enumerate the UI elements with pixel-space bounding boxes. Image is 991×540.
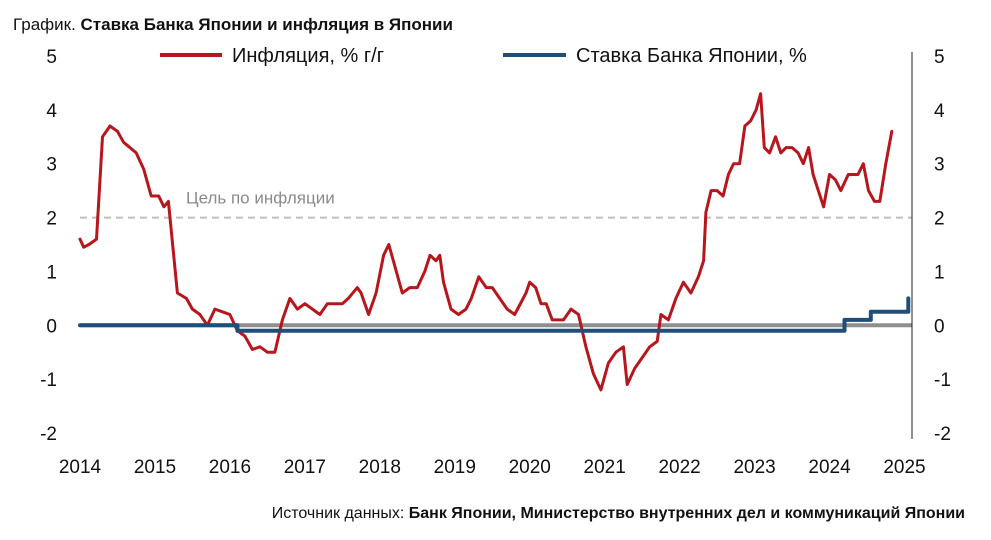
y-tick-right: 0 [934,316,945,337]
x-tick-label: 2021 [584,457,626,478]
y-tick-left: 5 [46,47,57,68]
y-tick-right: 3 [934,155,945,176]
y-tick-right: -1 [934,370,951,391]
y-tick-left: 0 [46,316,57,337]
chart-title-prefix: График. [13,15,81,34]
chart-legend: Инфляция, % г/г Ставка Банка Японии, % [160,45,807,67]
chart-title-main: Ставка Банка Японии и инфляция в Японии [80,15,453,34]
y-tick-right: -2 [934,424,951,445]
y-tick-left: 1 [46,262,57,283]
chart-title: График. Ставка Банка Японии и инфляция в… [13,14,453,36]
legend-label-2: Ставка Банка Японии, % [576,45,807,67]
x-tick-label: 2016 [209,457,251,478]
x-tick-label: 2018 [359,457,401,478]
chart-axes: -2 -2 -1 -1 0 0 1 1 2 2 3 3 4 4 5 5 2014 2015 2016 2017 2018… [40,47,951,478]
x-tick-label: 2014 [59,457,102,478]
rate-line [78,296,911,333]
source-note: Источник данных: Банк Японии, Министерст… [272,503,965,525]
y-tick-left: -1 [40,370,57,391]
y-tick-right: 5 [934,47,945,68]
chart-series [78,92,911,392]
inflation-line [78,92,894,392]
y-tick-left: 2 [46,209,57,230]
y-tick-right: 2 [934,209,945,230]
y-tick-right: 1 [934,262,945,283]
x-tick-label: 2019 [434,457,476,478]
x-tick-label: 2022 [658,457,700,478]
x-tick-label: 2015 [134,457,176,478]
x-tick-label: 2020 [509,457,551,478]
target-label: Цель по инфляции [186,189,335,208]
x-tick-label: 2024 [808,457,851,478]
y-tick-left: 4 [46,101,57,122]
y-tick-right: 4 [934,101,945,122]
legend-label-1: Инфляция, % г/г [232,45,384,67]
x-tick-label: 2017 [284,457,326,478]
source-label: Источник данных: [271,505,409,522]
y-tick-left: -2 [40,424,57,445]
y-tick-left: 3 [46,155,57,176]
x-tick-label: 2023 [733,457,775,478]
x-tick-label: 2025 [883,457,925,478]
source-value: Банк Японии, Министерство внутренних дел… [408,505,965,522]
chart-grid: Цель по инфляции [80,189,912,328]
